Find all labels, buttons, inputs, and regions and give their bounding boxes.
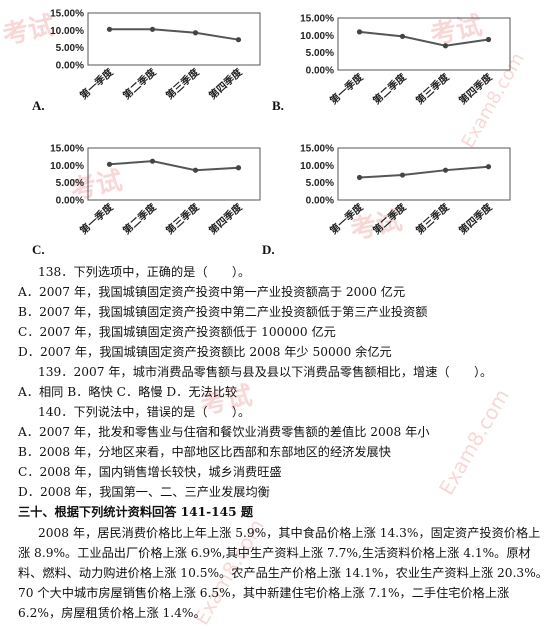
- question-140-option-c: C．2008 年，国内销售增长较快，城乡消费旺盛: [18, 465, 282, 479]
- x-tick-label: 第二季度: [370, 200, 409, 237]
- question-138-option-d: D．2007 年，我国城镇固定资产投资额比 2008 年少 50000 余亿元: [18, 345, 392, 359]
- x-tick-label: 第二季度: [120, 65, 159, 102]
- series-line: [359, 165, 489, 179]
- data-point: [192, 167, 199, 173]
- plot-area-frame: [337, 147, 511, 201]
- series-line: [109, 160, 239, 172]
- data-point: [149, 158, 156, 164]
- y-tick-label: 5.00%: [306, 48, 334, 59]
- question-140-option-d: D．2008 年，我国第一、二、三产业发展均衡: [18, 485, 270, 499]
- series-line: [109, 28, 239, 41]
- x-tick-label: 第三季度: [163, 200, 202, 237]
- y-tick-label: 10.00%: [50, 161, 84, 172]
- question-140-option-b: B．2008 年，分地区来看，中部地区比西部和东部地区的经济发展快: [18, 445, 391, 459]
- x-tick-label: 第二季度: [370, 70, 409, 107]
- y-tick-label: 15.00%: [50, 9, 84, 20]
- section-heading: 三十、根据下列统计资料回答 141-145 题: [18, 505, 254, 519]
- chart-option-a: 15.00% 10.00% 5.00% 0.00% 第一季度 第二季度 第三季度 第四季度: [40, 5, 270, 119]
- question-139-stem: 139．2007 年，城市消费品零售额与县及县以下消费品零售额相比，增速（ ）。: [38, 365, 493, 379]
- data-point: [192, 30, 199, 36]
- y-tick-label: 10.00%: [50, 26, 84, 37]
- x-tick-label: 第三季度: [413, 200, 452, 237]
- data-paragraph: 2008 年，居民消费价格比上年上涨 5.9%，其中食品价格上涨 14.3%，固…: [18, 526, 548, 620]
- y-tick-label: 5.00%: [306, 178, 334, 189]
- chart-option-b: 15.00% 10.00% 5.00% 0.00% 第一季度 第二季度 第三季度 第四季度: [290, 10, 520, 124]
- watermark-site: Exam8.com: [434, 384, 514, 500]
- option-label-b: B.: [272, 98, 284, 113]
- data-point: [485, 36, 492, 43]
- data-point: [399, 172, 406, 178]
- option-label-a: A.: [32, 98, 45, 113]
- y-tick-label: 0.00%: [56, 196, 84, 207]
- y-tick-label: 5.00%: [56, 178, 84, 189]
- y-tick-label: 0.00%: [306, 196, 334, 207]
- plot-area-frame: [337, 17, 511, 71]
- data-point: [106, 161, 113, 167]
- data-point: [106, 26, 113, 32]
- question-138-option-c: C．2007 年，我国城镇固定资产投资额低于 100000 亿元: [18, 325, 336, 339]
- x-tick-label: 第四季度: [206, 200, 245, 237]
- x-tick-label: 第四季度: [206, 65, 245, 102]
- question-138-stem: 138．下列选项中，正确的是（ ）。: [38, 265, 251, 279]
- data-point: [149, 26, 156, 32]
- data-point: [356, 174, 363, 181]
- data-point: [235, 165, 242, 171]
- option-label-d: D.: [262, 242, 275, 257]
- chart-option-c: 15.00% 10.00% 5.00% 0.00% 第一季度 第二季度 第三季度 第四季度: [40, 140, 270, 254]
- data-point: [356, 29, 363, 35]
- y-tick-label: 10.00%: [300, 31, 334, 42]
- data-point: [235, 37, 242, 43]
- x-tick-label: 第四季度: [456, 70, 495, 107]
- y-tick-label: 0.00%: [306, 66, 334, 77]
- y-tick-label: 15.00%: [50, 144, 84, 155]
- option-label-c: C.: [32, 242, 45, 257]
- data-point: [442, 43, 449, 49]
- line-chart: 15.00%10.00%5.00%0.00%第一季度 第二季度 第三季度 第四季度: [50, 144, 261, 237]
- plot-area-frame: [87, 12, 261, 66]
- y-tick-label: 15.00%: [300, 14, 334, 25]
- question-138-option-b: B．2007 年，我国城镇固定资产投资中第二产业投资额低于第三产业投资额: [18, 305, 428, 319]
- question-140-option-a: A．2007 年，批发和零售业与住宿和餐饮业消费零售额的差值比 2008 年小: [18, 425, 430, 439]
- question-139-options: A．相同 B．略快 C．略慢 D．无法比较: [18, 385, 238, 399]
- x-tick-label: 第三季度: [163, 65, 202, 102]
- line-chart: 15.00%10.00%5.00%0.00%第一季度 第二季度 第三季度 第四季度: [50, 9, 261, 102]
- data-point: [442, 167, 449, 173]
- x-tick-label: 第二季度: [120, 200, 159, 237]
- question-140-stem: 140．下列说法中，错误的是（ ）。: [38, 405, 251, 419]
- x-tick-label: 第三季度: [413, 70, 452, 107]
- y-tick-label: 0.00%: [56, 61, 84, 72]
- question-138-option-a: A．2007 年，我国城镇固定资产投资中第一产业投资额高于 2000 亿元: [18, 285, 406, 299]
- line-chart: 15.00%10.00%5.00%0.00%第一季度 第二季度 第三季度 第四季度: [300, 144, 511, 237]
- plot-area-frame: [87, 147, 261, 201]
- line-chart: 15.00%10.00%5.00%0.00%第一季度 第二季度 第三季度 第四季度: [300, 14, 511, 107]
- data-point: [399, 33, 406, 39]
- x-tick-label: 第四季度: [456, 200, 495, 237]
- series-line: [359, 30, 489, 47]
- y-tick-label: 15.00%: [300, 144, 334, 155]
- chart-option-d: 15.00% 10.00% 5.00% 0.00% 第一季度 第二季度 第三季度 第四季度: [290, 140, 520, 254]
- y-tick-label: 5.00%: [56, 43, 84, 54]
- y-tick-label: 10.00%: [300, 161, 334, 172]
- data-point: [485, 164, 492, 170]
